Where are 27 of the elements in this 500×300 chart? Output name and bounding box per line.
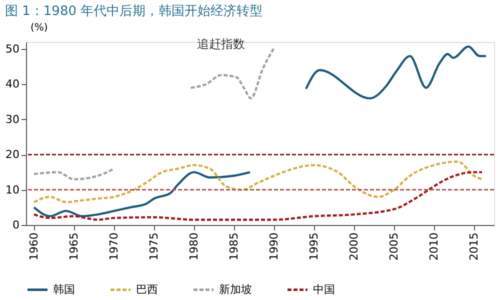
y-tick-label: 30 [6, 112, 20, 126]
y-tick-label: 0 [12, 218, 20, 232]
x-tick-label: 1990 [268, 232, 280, 260]
y-tick-label: 20 [6, 148, 20, 162]
chart-title: 图 1：1980 年代中后期，韩国开始经济转型 [5, 4, 263, 19]
legend-label: 韩国 [53, 282, 75, 296]
x-tick-label: 1975 [148, 232, 160, 260]
y-axis-title: (%) [30, 22, 48, 34]
y-tick-label: 40 [6, 78, 20, 91]
legend-label: 巴西 [136, 282, 158, 296]
y-tick-label: 10 [6, 183, 20, 196]
x-tick-label: 1980 [188, 232, 200, 260]
x-tick-label: 1995 [308, 232, 320, 260]
line-series [32, 160, 484, 204]
x-tick-label: 2000 [348, 232, 360, 260]
line-series [32, 171, 484, 221]
x-tick-label: 1960 [28, 232, 40, 260]
legend-label: 新加坡 [219, 282, 252, 296]
x-tick-label: 1970 [108, 232, 120, 260]
x-tick-label: 1965 [68, 232, 80, 260]
legend-label: 中国 [313, 282, 335, 296]
x-tick-label: 2005 [388, 232, 400, 260]
annotation: 追赶指数 [197, 37, 245, 51]
y-tick-label: 50 [6, 42, 20, 56]
x-tick-label: 2015 [468, 232, 480, 260]
x-tick-label: 1985 [228, 232, 240, 260]
x-tick-label: 2010 [428, 232, 440, 260]
